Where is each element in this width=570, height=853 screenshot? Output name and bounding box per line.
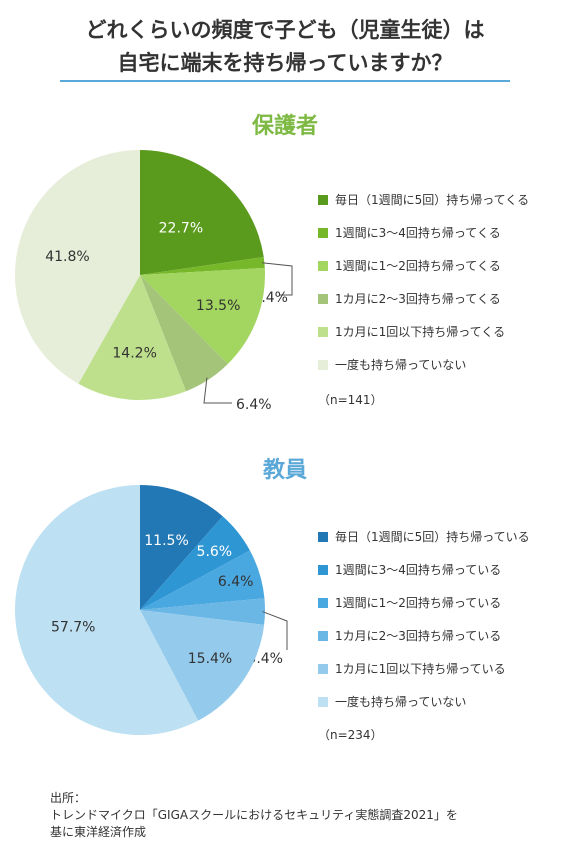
legend-label: 1週間に1〜2回持ち帰っている [335,596,502,610]
pie-slice-3 [140,267,265,364]
legend-teachers: 毎日（1週間に5回）持ち帰っている 1週間に3〜4回持ち帰っている 1週間に1〜2回… [318,520,530,718]
chart-title-teachers: 教員 [262,458,307,483]
legend-item-5: 1カ月に1回以下持ち帰っている [318,652,530,685]
source-line-1: 出所： [50,791,87,805]
legend-swatch [318,531,328,542]
legend-item-4: 1カ月に2〜3回持ち帰っている [318,619,530,652]
legend-item-6: 一度も持ち帰っていない [318,348,529,381]
slice-value-label-1: 11.5% [144,533,188,549]
pie-slice-1 [140,150,264,275]
page-title-line-2: 自宅に端末を持ち帰っていますか？ [117,51,453,75]
legend-swatch [318,227,328,238]
pie-slice-6 [14,150,140,384]
page-title-line-1: どれくらいの頻度で子ども（児童生徒）は [85,18,485,42]
slice-value-label-5: 15.4% [188,651,232,667]
legend-label: 1カ月に2〜3回持ち帰っている [335,629,502,643]
pie-slice-2 [140,516,250,610]
legend-label: 1カ月に1回以下持ち帰ってくる [335,325,506,339]
callout-line-4 [262,611,288,650]
callout-line-4 [203,377,232,404]
pie-slice-2 [140,256,265,275]
legend-item-4: 1カ月に2〜3回持ち帰ってくる [318,282,529,315]
source-line-2: トレンドマイクロ「GIGAスクールにおけるセキュリティ実態調査2021」を [50,808,458,822]
legend-label: 毎日（1週間に5回）持ち帰ってくる [335,193,530,207]
callout-line-2 [261,262,293,296]
legend-swatch [318,663,328,674]
legend-item-2: 1週間に3〜4回持ち帰っている [318,553,530,586]
slice-value-label-2: 5.6% [197,544,233,560]
source-line-3: 基に東洋経済作成 [50,825,147,839]
slice-value-label-6: 57.7% [51,619,95,635]
legend-label: 1カ月に2〜3回持ち帰ってくる [335,292,501,306]
legend-item-2: 1週間に3〜4回持ち帰ってくる [318,216,529,249]
pie-chart-guardians: 22.7%1.4%13.5%6.4%14.2%41.8% [14,150,293,413]
slice-value-label-4: 6.4% [236,397,272,413]
legend-label: 毎日（1週間に5回）持ち帰っている [335,530,530,544]
legend-swatch [318,359,328,370]
slice-value-label-3: 6.4% [218,574,254,590]
legend-guardians: 毎日（1週間に5回）持ち帰ってくる 1週間に3〜4回持ち帰ってくる 1週間に1〜2回… [318,183,529,381]
pie-slice-5 [78,275,187,401]
legend-item-1: 毎日（1週間に5回）持ち帰っている [318,520,530,553]
title-divider [60,80,510,82]
pie-slice-4 [140,598,266,625]
legend-swatch [318,293,328,304]
legend-item-6: 一度も持ち帰っていない [318,685,530,718]
chart-title-guardians: 保護者 [251,114,318,139]
legend-swatch [318,260,328,271]
pie-slice-4 [140,275,228,392]
legend-label: 1週間に3〜4回持ち帰っている [335,563,502,577]
source-note: 出所： トレンドマイクロ「GIGAスクールにおけるセキュリティ実態調査2021」… [50,773,550,841]
legend-item-3: 1週間に1〜2回持ち帰ってくる [318,249,529,282]
page-title: どれくらいの頻度で子ども（児童生徒）は 自宅に端末を持ち帰っていますか？ [0,14,570,80]
legend-label: 1カ月に1回以下持ち帰っている [335,662,506,676]
pie-chart-teachers: 11.5%5.6%6.4%3.4%15.4%57.7% [15,485,288,735]
pie-slice-1 [140,485,223,610]
legend-label: 1週間に1〜2回持ち帰ってくる [335,259,501,273]
legend-swatch [318,696,328,707]
legend-item-1: 毎日（1週間に5回）持ち帰ってくる [318,183,529,216]
legend-label: 一度も持ち帰っていない [335,695,467,709]
pie-slice-5 [140,610,265,721]
legend-swatch [318,630,328,641]
legend-item-3: 1週間に1〜2回持ち帰っている [318,586,530,619]
slice-value-label-6: 41.8% [45,249,89,265]
slice-value-label-5: 14.2% [112,345,156,361]
pie-slice-3 [140,550,265,610]
legend-swatch [318,194,328,205]
slice-value-label-3: 13.5% [196,298,240,314]
pie-slice-6 [15,485,199,735]
legend-swatch [318,597,328,608]
sample-size-guardians: （n=141） [318,393,383,407]
legend-item-5: 1カ月に1回以下持ち帰ってくる [318,315,529,348]
legend-label: 1週間に3〜4回持ち帰ってくる [335,226,501,240]
sample-size-teachers: （n=234） [318,728,383,742]
legend-label: 一度も持ち帰っていない [335,358,467,372]
slice-value-label-1: 22.7% [159,221,203,237]
legend-swatch [318,564,328,575]
legend-swatch [318,326,328,337]
